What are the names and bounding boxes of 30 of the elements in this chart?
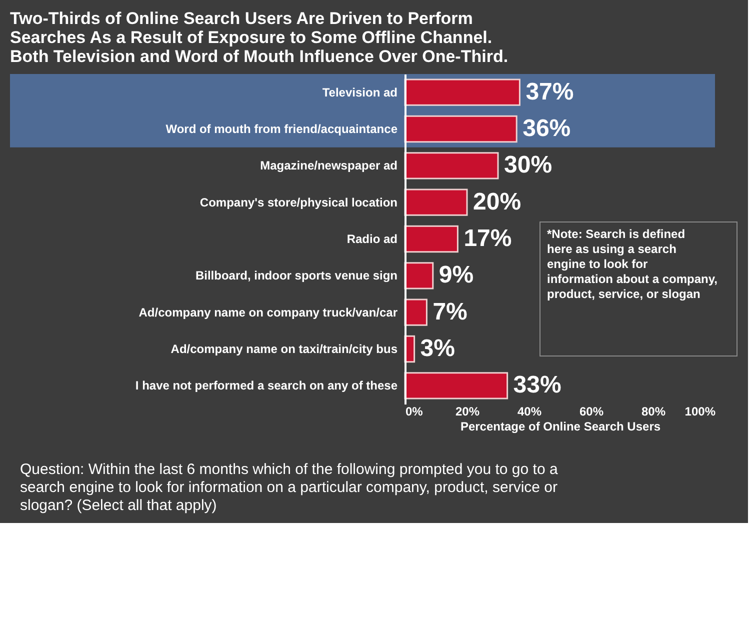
y-tick-label: Word of mouth from friend/acquaintance <box>166 122 398 136</box>
y-tick-label: Billboard, indoor sports venue sign <box>195 268 398 283</box>
x-tick-label: 0% <box>406 404 424 418</box>
x-tick-label: 80% <box>641 404 666 418</box>
data-label: 3% <box>420 335 455 362</box>
data-label: 9% <box>438 262 474 289</box>
x-tick-label: 60% <box>579 404 604 418</box>
y-tick-label: Ad/company name on taxi/train/city bus <box>170 342 398 356</box>
y-tick-label: Company's store/physical location <box>200 195 398 210</box>
data-label: 7% <box>432 298 468 326</box>
x-tick-label: 20% <box>455 404 480 418</box>
data-label: 37% <box>526 78 574 106</box>
y-tick-label: I have not performed a search on any of these <box>135 378 398 393</box>
data-label: 30% <box>504 152 552 179</box>
y-tick-label: Ad/company name on company truck/van/car <box>138 305 398 320</box>
data-label: 33% <box>513 372 562 399</box>
data-label: 20% <box>473 188 522 216</box>
x-tick-label: 40% <box>517 404 542 418</box>
annotation: *Note: Search is defined here as using a search engine to look for information about a company, product, service, or slogan <box>547 227 718 301</box>
text: Searches As a Result of Exposure to Some Offline Channel. <box>10 28 492 47</box>
y-tick-label: Television ad <box>322 85 398 100</box>
data-label: 36% <box>522 115 571 142</box>
text: Two-Thirds of Online Search Users Are Driven to Perform <box>10 9 473 28</box>
y-tick-label: Radio ad <box>346 232 398 246</box>
x-axis-title: Percentage of Online Search Users <box>460 420 661 434</box>
y-tick-label: Magazine/newspaper ad <box>260 158 398 173</box>
text: Both Television and Word of Mouth Influence Over One-Third. <box>10 47 508 66</box>
data-label: 17% <box>464 225 512 252</box>
x-tick-label: 100% <box>684 404 716 418</box>
text: Question: Within the last 6 months which of the following prompted you to go to a search engine to look for information on a particular company, product, service or slogan? (Select all that apply) <box>20 461 558 514</box>
